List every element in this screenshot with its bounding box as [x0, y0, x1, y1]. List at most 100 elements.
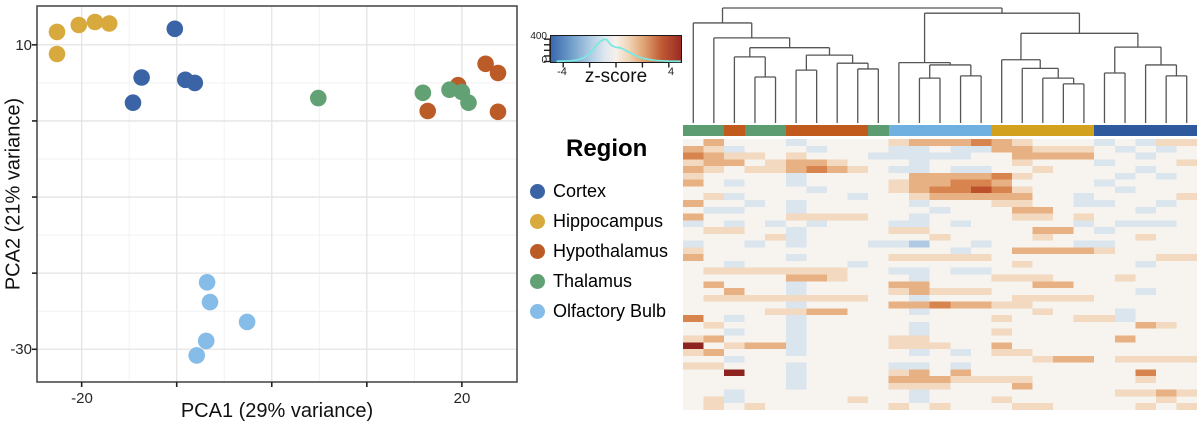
heatmap-cell	[847, 199, 869, 208]
heatmap-cell	[1032, 328, 1054, 336]
heatmap-cell	[929, 152, 951, 160]
heatmap-cell	[744, 254, 766, 262]
heatmap-cell	[1053, 281, 1074, 289]
heatmap-cell	[744, 213, 766, 221]
heatmap-cell	[1155, 342, 1177, 350]
heatmap-cell	[950, 315, 972, 323]
heatmap-cell	[1114, 166, 1136, 174]
heatmap-cell	[1114, 342, 1136, 350]
heatmap-cell	[929, 294, 951, 302]
heatmap-cell	[703, 233, 725, 241]
heatmap-cell	[1176, 349, 1197, 357]
heatmap-cell	[724, 152, 745, 160]
heatmap-cell	[683, 403, 704, 410]
heatmap-cell	[929, 213, 951, 221]
heatmap-cell	[1011, 349, 1033, 357]
heatmap-cell	[806, 396, 828, 404]
heatmap-cell	[744, 362, 766, 370]
heatmap-cell	[1094, 389, 1116, 397]
heatmap-cell	[765, 315, 787, 323]
heatmap-cell	[1053, 382, 1074, 390]
heatmap-cell	[1114, 308, 1136, 316]
heatmap-cell	[950, 349, 972, 357]
heatmap-cell	[970, 321, 992, 330]
heatmap-cell	[724, 139, 745, 147]
heatmap-cell	[1176, 267, 1197, 275]
heatmap-cell	[785, 172, 807, 180]
heatmap-cell	[1073, 294, 1095, 302]
heatmap-cell	[1053, 342, 1074, 350]
heatmap-cell	[1114, 321, 1136, 330]
heatmap-cell	[1053, 369, 1074, 377]
heatmap-cell	[703, 274, 725, 282]
heatmap-cell	[909, 294, 931, 302]
heatmap-cell	[1094, 321, 1116, 330]
heatmap-cell	[991, 281, 1013, 289]
scatter-point-hippocampus	[100, 15, 118, 32]
heatmap-cell	[826, 369, 848, 377]
heatmap-cell	[1094, 335, 1116, 343]
heatmap-cell	[1094, 179, 1116, 187]
heatmap-cell	[929, 335, 951, 343]
heatmap-cell	[847, 240, 869, 248]
heatmap-cell	[1155, 349, 1177, 357]
legend-title: Region	[566, 135, 648, 162]
heatmap-cell	[826, 335, 848, 343]
heatmap-cell	[888, 213, 910, 221]
heatmap-cell	[1176, 213, 1197, 221]
heatmap-cell	[785, 376, 807, 384]
heatmap-cell	[765, 159, 787, 167]
heatmap-cell	[1053, 294, 1074, 302]
heatmap-cell	[1114, 349, 1136, 357]
heatmap-cell	[1114, 396, 1136, 404]
heatmap-cell	[1073, 274, 1095, 282]
heatmap-cell	[1135, 403, 1157, 410]
heatmap-cell	[1094, 315, 1116, 323]
heatmap-cell	[847, 139, 869, 147]
heatmap-cell	[785, 152, 807, 160]
heatmap-cell	[1094, 152, 1116, 160]
heatmap-cell	[888, 247, 910, 255]
heatmap-cell	[970, 281, 992, 289]
heatmap-cell	[1011, 376, 1033, 384]
heatmap-cell	[1094, 213, 1116, 221]
heatmap-cell	[1073, 328, 1095, 336]
heatmap-cell	[950, 166, 972, 174]
heatmap-cell	[703, 152, 725, 160]
heatmap-cell	[1011, 328, 1033, 336]
heatmap-cell	[909, 315, 931, 323]
heatmap-cell	[1094, 301, 1116, 309]
legend-item-hypothalamus: Hypothalamus	[530, 241, 668, 262]
heatmap-cell	[1032, 233, 1054, 241]
annotation-cell-hypothalamus	[724, 125, 745, 136]
heatmap-cell	[1053, 321, 1074, 330]
heatmap-cell	[703, 369, 725, 377]
heatmap-cell	[1094, 145, 1116, 153]
heatmap-cell	[1094, 294, 1116, 302]
heatmap-cell	[785, 179, 807, 187]
heatmap-cell	[1155, 145, 1177, 153]
heatmap-cell	[950, 328, 972, 336]
heatmap-cell	[868, 267, 889, 275]
heatmap-cell	[785, 369, 807, 377]
heatmap-cell	[888, 288, 910, 296]
heatmap-cell	[1053, 274, 1074, 282]
heatmap-cell	[826, 186, 848, 194]
annotation-cell-hypothalamus	[785, 125, 807, 136]
heatmap-cell	[1155, 247, 1177, 255]
heatmap-cell	[1155, 308, 1177, 316]
heatmap-cell	[1094, 274, 1116, 282]
heatmap-cell	[1053, 139, 1074, 147]
heatmap-cell	[1032, 403, 1054, 410]
heatmap-cell	[1155, 328, 1177, 336]
heatmap-cell	[826, 382, 848, 390]
heatmap-cell	[868, 403, 889, 410]
heatmap-cell	[991, 362, 1013, 370]
heatmap-cell	[868, 349, 889, 357]
heatmap-cell	[847, 288, 869, 296]
heatmap-cell	[929, 342, 951, 350]
heatmap-cell	[724, 342, 745, 350]
heatmap-cell	[724, 369, 745, 377]
heatmap-cell	[765, 335, 787, 343]
heatmap-cell	[1176, 152, 1197, 160]
